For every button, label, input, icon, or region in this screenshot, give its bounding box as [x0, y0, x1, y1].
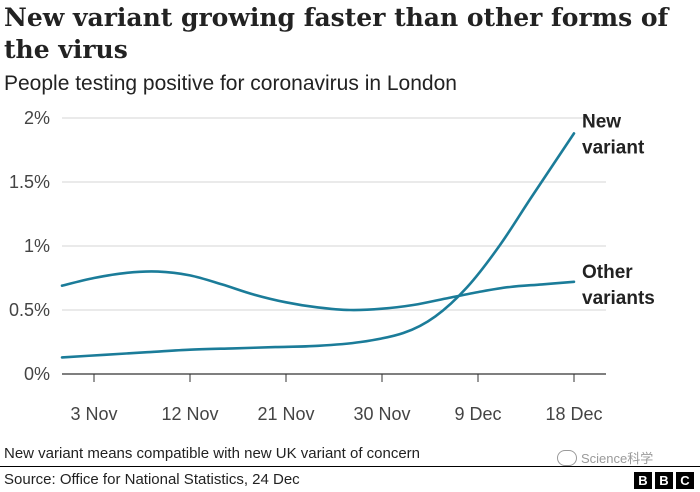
x-tick-label: 9 Dec — [454, 404, 501, 424]
logo-letter-2: B — [655, 472, 673, 489]
series-label: variant — [582, 137, 645, 158]
logo-letter-3: C — [676, 472, 694, 489]
x-tick-label: 30 Nov — [353, 404, 410, 424]
y-tick-label: 0% — [24, 364, 50, 384]
x-tick-label: 21 Nov — [257, 404, 314, 424]
x-tick-label: 12 Nov — [161, 404, 218, 424]
series-line-new-variant — [60, 132, 576, 359]
y-tick-label: 1% — [24, 236, 50, 256]
x-tick-label: 3 Nov — [70, 404, 117, 424]
series-line-other-variants — [60, 270, 576, 312]
line-chart: 0% 0.5% 1% 1.5% 2% 3 Nov 12 Nov 21 Nov 30 Nov 9 … — [9, 108, 655, 424]
y-tick-label: 1.5% — [9, 172, 50, 192]
y-tick-label: 2% — [24, 108, 50, 128]
divider — [0, 466, 700, 467]
series-label: variants — [582, 288, 655, 309]
wechat-icon — [557, 449, 577, 466]
x-tick-label: 18 Dec — [545, 404, 602, 424]
series-label: New — [582, 111, 621, 132]
watermark-text: Science科学 — [581, 451, 654, 466]
y-tick-label: 0.5% — [9, 300, 50, 320]
logo-letter-1: B — [634, 472, 652, 489]
watermark: Science科学 — [557, 448, 653, 467]
series-label: Other — [582, 262, 633, 283]
bbc-logo: B B C — [634, 472, 694, 489]
source-note: Source: Office for National Statistics, … — [4, 471, 300, 488]
footnote: New variant means compatible with new UK… — [4, 445, 421, 462]
chart-title: New variant growing faster than other fo… — [4, 3, 669, 64]
chart-subtitle: People testing positive for coronavirus … — [4, 72, 457, 95]
